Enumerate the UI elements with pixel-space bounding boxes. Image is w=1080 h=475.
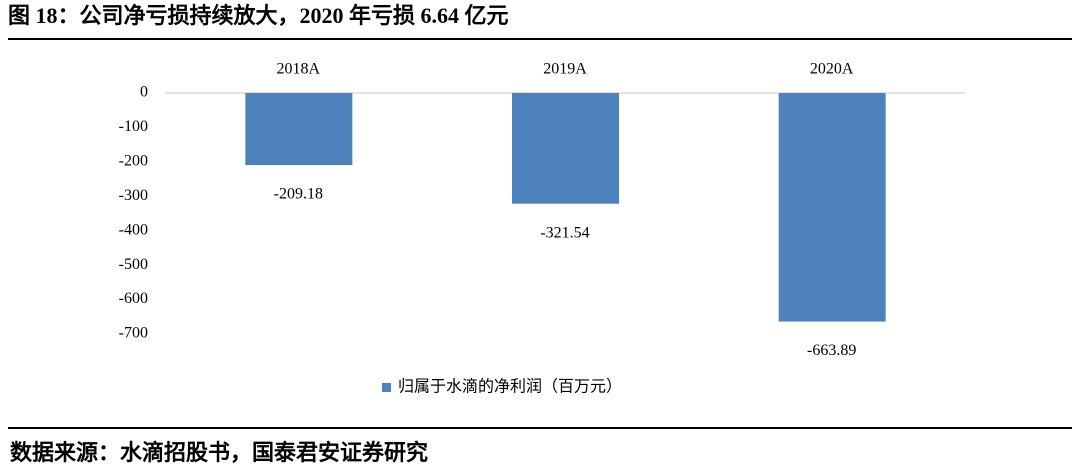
- legend-swatch: [382, 383, 391, 392]
- y-tick-label: -400: [119, 221, 148, 238]
- y-tick-label: -500: [119, 256, 148, 273]
- y-tick-label: -700: [119, 325, 148, 342]
- bar: [512, 93, 619, 204]
- data-label: -209.18: [274, 186, 323, 203]
- y-tick-label: -200: [119, 153, 148, 170]
- chart-title: 图 18：公司净亏损持续放大，2020 年亏损 6.64 亿元: [8, 3, 509, 28]
- bar: [245, 93, 353, 166]
- x-tick-label: 2019A: [543, 61, 587, 78]
- source-note: 数据来源：水滴招股书，国泰君安证券研究: [10, 440, 428, 465]
- data-label: -663.89: [807, 342, 856, 359]
- y-tick-label: -300: [119, 187, 148, 204]
- x-tick-label: 2018A: [277, 61, 321, 78]
- data-label: -321.54: [540, 224, 589, 241]
- x-tick-label: 2020A: [810, 61, 854, 78]
- y-tick-label: -100: [119, 118, 148, 135]
- bar: [778, 93, 886, 322]
- y-tick-label: -600: [119, 290, 148, 307]
- y-tick-label: 0: [140, 84, 148, 101]
- legend-label: 归属于水滴的净利润（百万元）: [398, 378, 622, 396]
